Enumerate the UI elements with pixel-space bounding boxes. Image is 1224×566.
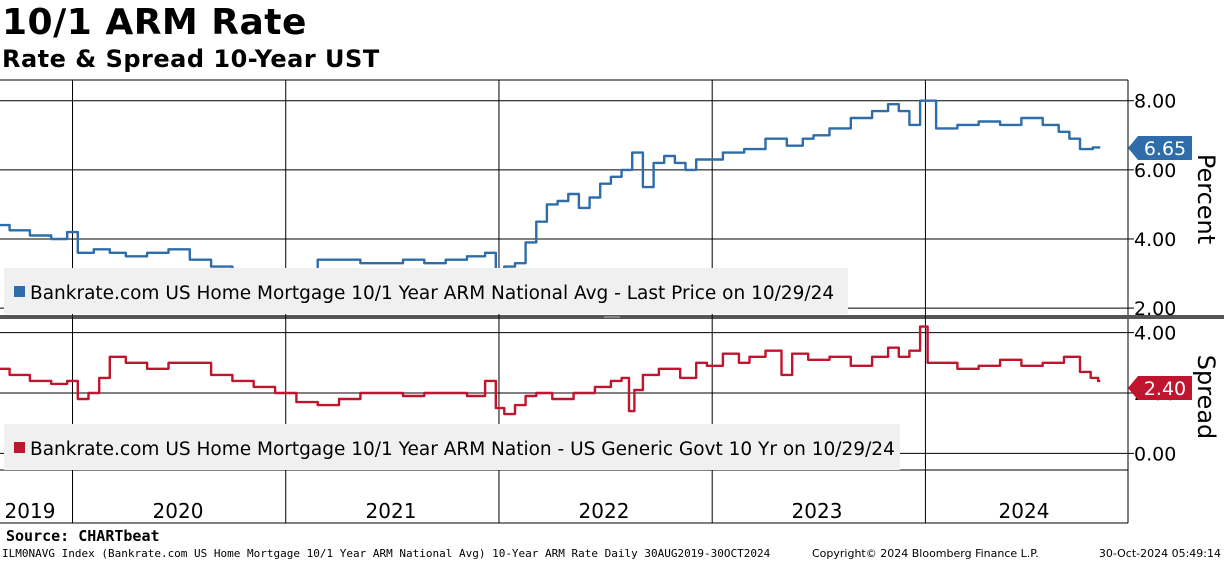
spread-y-tick-label: 0.00: [1134, 443, 1176, 465]
footer-timestamp: 30-Oct-2024 05:49:14: [1098, 547, 1221, 560]
x-tick-label-2021: 2021: [366, 499, 417, 523]
x-tick-label-2024: 2024: [999, 499, 1050, 523]
top-y-ticks: 2.00 4.00 6.00 8.00: [1128, 91, 1176, 320]
rate-series-group: [0, 99, 1101, 277]
chart-title: 10/1 ARM Rate: [2, 2, 307, 43]
rate-y-tick-label: 2.00: [1134, 298, 1176, 320]
x-tick-label-2020: 2020: [153, 499, 204, 523]
rate-series-line: [0, 99, 1101, 277]
rate-y-tick-label: 8.00: [1134, 91, 1176, 113]
top-y-axis-title: Percent: [1192, 154, 1220, 244]
bottom-legend-label: Bankrate.com US Home Mortgage 10/1 Year …: [30, 439, 895, 460]
rate-last-value-tag: 6.65: [1128, 136, 1192, 160]
x-tick-label-2022: 2022: [579, 499, 630, 523]
footer-description: ILM0NAVG Index (Bankrate.com US Home Mor…: [2, 547, 771, 560]
chart-canvas: 2.00 4.00 6.00 8.00 0.00 2.00 4.00 Percent Sp…: [0, 79, 1224, 524]
rate-y-tick-label: 4.00: [1134, 229, 1176, 251]
chart-subtitle: Rate & Spread 10-Year UST: [2, 45, 380, 73]
bottom-y-axis-title: Spread: [1192, 355, 1220, 440]
bottom-legend-swatch: [14, 442, 25, 453]
source-note: Source: CHARTbeat: [6, 527, 160, 545]
spread-series-group: [0, 325, 1101, 416]
spread-last-value: 2.40: [1144, 378, 1186, 400]
x-tick-label-2023: 2023: [792, 499, 843, 523]
top-legend-label: Bankrate.com US Home Mortgage 10/1 Year …: [30, 283, 834, 304]
top-legend: Bankrate.com US Home Mortgage 10/1 Year …: [4, 268, 848, 314]
footer-copyright: Copyright© 2024 Bloomberg Finance L.P.: [812, 547, 1039, 560]
rate-last-value: 6.65: [1144, 138, 1186, 160]
bottom-legend: Bankrate.com US Home Mortgage 10/1 Year …: [4, 424, 900, 470]
spread-series-line: [0, 325, 1101, 416]
rate-y-tick-label: 6.00: [1134, 160, 1176, 182]
spread-y-tick-label: 4.00: [1134, 323, 1176, 345]
spread-last-value-tag: 2.40: [1128, 376, 1192, 400]
x-axis-labels: 2019 2020 2021 2022 2023 2024: [5, 499, 1050, 523]
top-legend-swatch: [14, 286, 25, 297]
x-tick-label-2019: 2019: [5, 499, 56, 523]
